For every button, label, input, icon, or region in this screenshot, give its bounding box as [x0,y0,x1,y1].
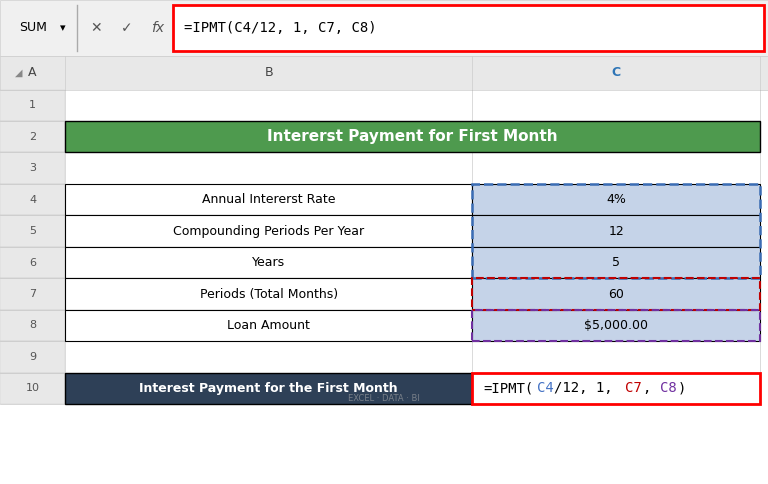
FancyBboxPatch shape [0,184,65,215]
Text: 7: 7 [29,289,36,299]
Text: 1: 1 [29,100,36,110]
Text: Intererst Payment for First Month: Intererst Payment for First Month [267,129,558,144]
Text: 5: 5 [29,226,36,236]
Text: Compounding Periods Per Year: Compounding Periods Per Year [174,225,364,238]
FancyBboxPatch shape [65,90,760,404]
FancyBboxPatch shape [472,184,760,215]
Text: Years: Years [252,256,286,269]
Text: =IPMT(C4/12, 1, C7, C8): =IPMT(C4/12, 1, C7, C8) [184,21,377,35]
Text: 60: 60 [608,287,624,301]
FancyBboxPatch shape [0,90,65,121]
Text: 6: 6 [29,257,36,268]
Text: ✕: ✕ [90,21,102,35]
Text: ▾: ▾ [60,23,65,33]
FancyBboxPatch shape [472,215,760,247]
FancyBboxPatch shape [0,373,65,404]
FancyBboxPatch shape [0,341,65,373]
Bar [472,184,760,278]
Text: C4: C4 [537,381,554,395]
FancyBboxPatch shape [0,0,768,56]
FancyBboxPatch shape [65,373,472,404]
Text: EXCEL · DATA · BI: EXCEL · DATA · BI [348,393,420,403]
Text: SUM: SUM [19,21,47,34]
FancyBboxPatch shape [65,310,472,341]
Text: 2: 2 [29,132,36,142]
FancyBboxPatch shape [472,278,760,310]
Text: 5: 5 [612,256,621,269]
FancyBboxPatch shape [173,5,764,51]
FancyBboxPatch shape [0,121,65,152]
Text: fx: fx [151,21,164,35]
Bar [472,278,760,310]
FancyBboxPatch shape [65,215,472,247]
FancyBboxPatch shape [0,215,65,247]
Text: A: A [28,66,37,79]
FancyBboxPatch shape [472,247,760,278]
Text: Annual Intererst Rate: Annual Intererst Rate [202,193,336,206]
FancyBboxPatch shape [0,152,65,184]
FancyBboxPatch shape [0,56,768,90]
Text: ◢: ◢ [15,68,23,77]
Bar [472,310,760,341]
Text: C7: C7 [625,381,642,395]
Text: 4%: 4% [607,193,626,206]
FancyBboxPatch shape [65,247,472,278]
Text: 4: 4 [29,195,36,205]
Text: =IPMT(: =IPMT( [484,381,534,395]
Text: Loan Amount: Loan Amount [227,319,310,332]
Text: ,: , [643,381,660,395]
Text: 9: 9 [29,352,36,362]
Text: /12, 1,: /12, 1, [554,381,621,395]
Text: Periods (Total Months): Periods (Total Months) [200,287,338,301]
Text: $5,000.00: $5,000.00 [584,319,648,332]
Text: 10: 10 [25,383,40,393]
FancyBboxPatch shape [65,121,760,152]
FancyBboxPatch shape [472,373,760,404]
FancyBboxPatch shape [0,310,65,341]
FancyBboxPatch shape [65,184,472,215]
Text: C: C [612,66,621,79]
FancyBboxPatch shape [0,247,65,278]
Text: ✓: ✓ [121,21,133,35]
Text: 3: 3 [29,163,36,173]
FancyBboxPatch shape [472,310,760,341]
Text: 12: 12 [608,225,624,238]
Text: ): ) [678,381,687,395]
Text: B: B [264,66,273,79]
FancyBboxPatch shape [65,278,472,310]
Text: C8: C8 [660,381,677,395]
Text: 8: 8 [29,320,36,331]
Text: Interest Payment for the First Month: Interest Payment for the First Month [140,382,398,395]
FancyBboxPatch shape [0,278,65,310]
